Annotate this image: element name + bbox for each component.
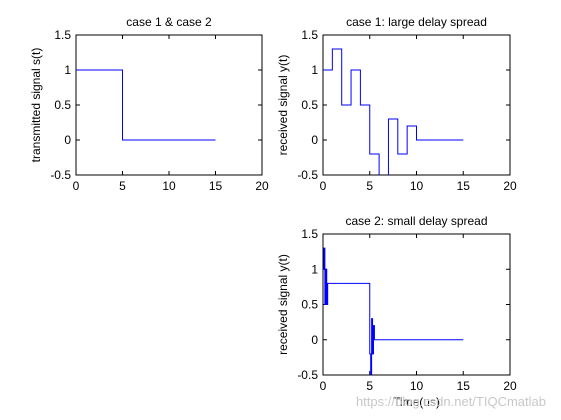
x-tick-label: 0 [73, 179, 80, 193]
x-axis-label: Time(us) [393, 395, 440, 409]
series-line [76, 69, 216, 141]
x-tick-label: 15 [457, 379, 471, 393]
y-tick-label: 1.5 [301, 227, 318, 241]
x-tick-label: 20 [255, 179, 269, 193]
x-tick-label: 0 [320, 379, 327, 393]
y-tick-label: 0.5 [301, 98, 318, 112]
y-tick-label: 0 [311, 333, 318, 347]
series-line [323, 48, 464, 175]
chart-title: case 1 & case 2 [126, 15, 212, 29]
watermark: https://blog.csdn.net/TIQCmatlab [356, 394, 546, 409]
y-tick-label: 1 [64, 63, 71, 77]
x-tick-label: 20 [503, 179, 517, 193]
x-tick-label: 15 [457, 179, 471, 193]
x-tick-label: 0 [320, 179, 327, 193]
y-tick-label: 0.5 [54, 98, 71, 112]
y-tick-label: 0 [311, 133, 318, 147]
y-tick-label: 1.5 [301, 28, 318, 42]
x-tick-label: 5 [119, 179, 126, 193]
y-tick-label: 1 [311, 262, 318, 276]
y-tick-label: 0 [64, 133, 71, 147]
y-axis-label: received signal y(t) [276, 55, 290, 156]
y-tick-label: 0.5 [301, 298, 318, 312]
chart-title: case 2: small delay spread [345, 214, 487, 228]
chart-title: case 1: large delay spread [346, 15, 487, 29]
x-tick-label: 15 [209, 179, 223, 193]
x-tick-label: 10 [410, 179, 424, 193]
x-tick-label: 10 [410, 379, 424, 393]
y-tick-label: 1.5 [54, 28, 71, 42]
y-tick-label: -0.5 [297, 368, 318, 382]
series-line [323, 247, 464, 375]
y-axis-label: received signal y(t) [276, 254, 290, 355]
x-tick-label: 5 [366, 179, 373, 193]
x-tick-label: 5 [366, 379, 373, 393]
y-axis-label: transmitted signal s(t) [29, 48, 43, 163]
x-tick-label: 10 [162, 179, 176, 193]
y-tick-label: -0.5 [297, 168, 318, 182]
y-tick-label: 1 [311, 63, 318, 77]
y-tick-label: -0.5 [50, 168, 71, 182]
x-tick-label: 20 [503, 379, 517, 393]
